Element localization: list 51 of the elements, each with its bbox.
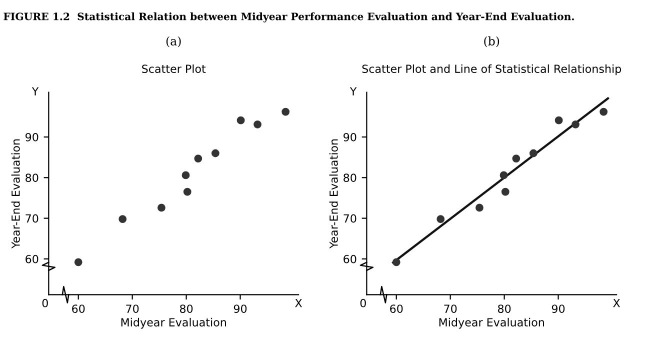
- x-tick-label: 80: [498, 304, 511, 313]
- point: [529, 149, 538, 158]
- text: 0: [42, 298, 48, 308]
- point: [476, 204, 484, 212]
- point: [74, 258, 82, 266]
- text: (b): [484, 36, 500, 48]
- point: [436, 215, 445, 224]
- caption: FIGURE 1.2 Statistical Relation between Midyear Performance Evaluation and Year-End Evaluation.: [4, 12, 574, 22]
- point: [183, 188, 192, 196]
- chart-title: Scatter Plot and Line of Statistical Relationship: [362, 64, 622, 76]
- x-tick-label: 60: [390, 304, 403, 313]
- x-axis-title: Midyear Evaluation: [121, 318, 226, 329]
- point: [182, 171, 190, 180]
- y-tick-label: 90: [344, 132, 356, 142]
- x-tick-label: 80: [180, 304, 193, 313]
- y-axis-title: Year-End Evaluation: [11, 139, 20, 249]
- point: [158, 204, 166, 212]
- x-tick-label: 90: [234, 304, 247, 313]
- point: [254, 120, 262, 128]
- x-tick-label: 70: [444, 304, 457, 313]
- text: 0: [360, 298, 366, 308]
- x-tick-label: 60: [72, 304, 85, 313]
- point: [236, 116, 245, 124]
- point: [211, 149, 220, 158]
- x-tick-label: 90: [552, 304, 565, 313]
- chart-title: Scatter Plot: [142, 64, 206, 74]
- y-tick-label: 70: [26, 214, 38, 223]
- y-tick-label: 90: [26, 132, 38, 142]
- text: Y: [32, 87, 39, 96]
- y-tick-label: 70: [344, 214, 356, 223]
- y-axis-title: Year-End Evaluation: [329, 139, 338, 249]
- point: [554, 116, 563, 124]
- y-tick-label: 80: [344, 174, 356, 182]
- point: [392, 258, 400, 266]
- text: X: [295, 299, 302, 308]
- y-tick-label: 80: [26, 174, 38, 182]
- text: Y: [350, 87, 357, 96]
- point: [194, 154, 202, 162]
- y-tick-label: 60: [26, 254, 38, 264]
- point: [282, 108, 290, 116]
- text: X: [613, 299, 620, 308]
- x-axis-title: Midyear Evaluation: [439, 318, 544, 329]
- point: [512, 154, 520, 162]
- text: (a): [166, 36, 181, 48]
- y-tick-label: 60: [344, 254, 356, 264]
- point: [118, 215, 127, 224]
- point: [501, 188, 510, 196]
- point: [600, 108, 608, 116]
- point: [500, 171, 508, 180]
- point: [572, 120, 580, 128]
- x-tick-label: 70: [126, 304, 139, 313]
